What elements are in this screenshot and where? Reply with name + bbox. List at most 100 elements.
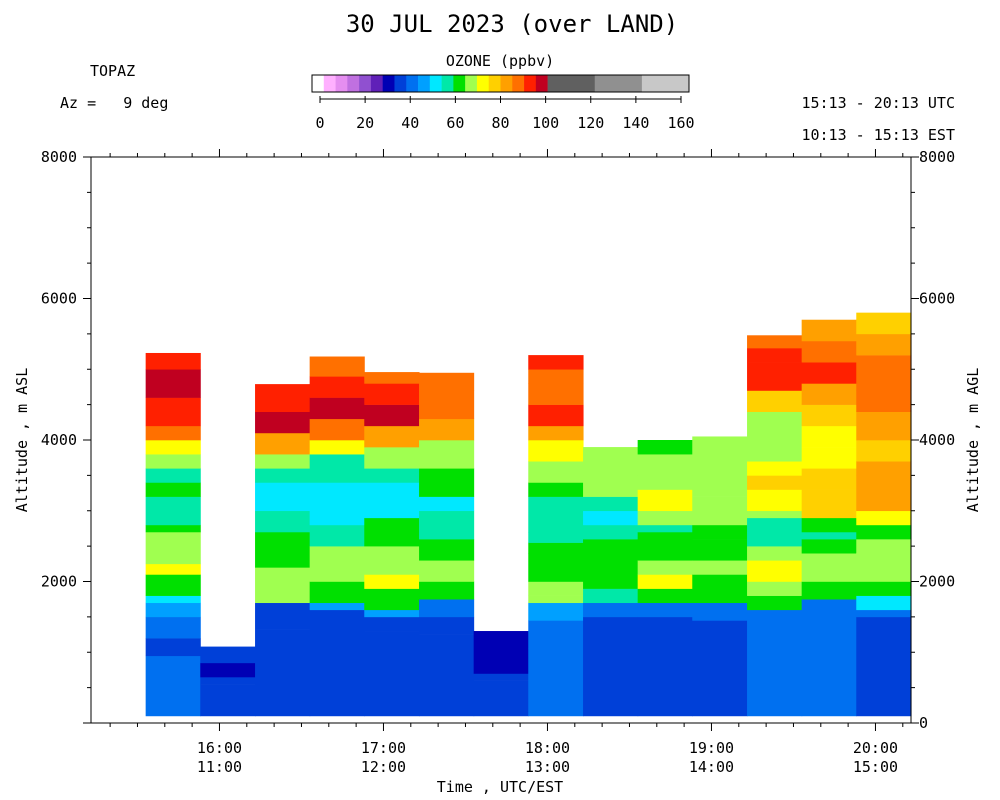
ozone-layer	[255, 510, 311, 533]
ozone-layer	[583, 475, 639, 497]
y-tick-label-left: 2000	[41, 573, 77, 591]
colorbar-bin-22	[641, 75, 690, 92]
ozone-layer	[419, 390, 475, 420]
ozone-layer	[473, 680, 529, 717]
ozone-layer	[747, 489, 803, 512]
ozone-layer	[364, 404, 420, 427]
colorbar-bin-2	[335, 75, 348, 92]
ozone-layer	[255, 577, 311, 604]
x-tick-label-est: 13:00	[525, 758, 570, 776]
ozone-layer	[692, 475, 748, 497]
profile-2	[255, 384, 311, 717]
ozone-layer	[419, 599, 475, 618]
ozone-layer	[528, 369, 584, 384]
ozone-layer	[145, 616, 201, 639]
ozone-layer	[309, 418, 365, 441]
profile-4	[364, 372, 420, 717]
colorbar-bin-7	[394, 75, 407, 92]
ozone-layer	[801, 599, 857, 618]
ozone-layer	[309, 524, 365, 547]
ozone-layer	[145, 369, 201, 398]
colorbar-tick-label: 80	[491, 114, 509, 132]
colorbar-bin-19	[535, 75, 548, 92]
ozone-layer	[801, 489, 857, 519]
colorbar-bin-5	[370, 75, 383, 92]
ozone-layer	[309, 356, 365, 377]
ozone-layer	[309, 609, 365, 628]
ozone-layer	[145, 425, 201, 441]
x-tick-label-utc: 19:00	[689, 739, 734, 757]
profile-10	[692, 436, 748, 717]
x-tick-label-utc: 18:00	[525, 739, 570, 757]
ozone-layer	[145, 352, 201, 370]
ozone-layer	[637, 440, 693, 455]
ozone-layer	[637, 461, 693, 490]
y-tick-label-right: 2000	[919, 573, 955, 591]
ozone-layer	[856, 524, 912, 540]
x-tick-label-est: 14:00	[689, 758, 734, 776]
x-tick-label-est: 11:00	[197, 758, 242, 776]
ozone-layer	[528, 602, 584, 621]
ozone-layer	[255, 567, 311, 579]
ozone-layer	[801, 425, 857, 448]
ozone-layer	[528, 581, 584, 596]
ozone-layer	[255, 482, 311, 512]
ozone-layer	[473, 673, 529, 681]
ozone-layer	[747, 432, 803, 462]
ozone-layer	[419, 634, 475, 717]
colorbar-bin-10	[429, 75, 442, 92]
profile-3	[309, 356, 365, 717]
ozone-layer	[145, 482, 201, 497]
ozone-layer	[200, 684, 256, 717]
ozone-layer	[528, 425, 584, 441]
ozone-layer	[145, 454, 201, 469]
ozone-layer	[801, 539, 857, 554]
y-tick-label-right: 0	[919, 714, 928, 732]
ozone-layer	[637, 531, 693, 561]
ozone-layer	[364, 609, 420, 618]
ozone-layer	[255, 602, 311, 630]
ozone-layer	[856, 355, 912, 391]
ozone-layer	[747, 595, 803, 611]
ozone-layer	[255, 468, 311, 483]
colorbar-bin-20	[547, 75, 596, 92]
ozone-layer	[528, 553, 584, 582]
ozone-layer	[419, 616, 475, 635]
colorbar-ticks: 0 20 40 60 80 100 120 140 160	[315, 96, 695, 132]
ozone-layer	[309, 546, 365, 582]
ozone-layer	[637, 489, 693, 512]
ozone-layer	[856, 333, 912, 356]
colorbar-tick-label: 20	[356, 114, 374, 132]
profile-9	[637, 440, 693, 717]
colorbar-label: OZONE (ppbv)	[446, 52, 554, 70]
ozone-layer	[528, 440, 584, 462]
profile-6	[473, 631, 529, 717]
ozone-layer	[801, 404, 857, 427]
ozone-layer	[364, 517, 420, 547]
ozone-layer	[801, 447, 857, 469]
ozone-layer	[692, 560, 748, 575]
ozone-layer	[528, 461, 584, 483]
ozone-layer	[856, 595, 912, 611]
ozone-layer	[309, 482, 365, 526]
ozone-layer	[747, 335, 803, 349]
profile-1	[200, 646, 256, 717]
est-range-label: 10:13 - 15:13 EST	[801, 126, 955, 144]
ozone-layer	[692, 620, 748, 717]
ozone-layer	[145, 397, 201, 427]
ozone-layer	[309, 581, 365, 604]
ozone-layer	[528, 542, 584, 554]
ozone-layer	[364, 482, 420, 519]
ozone-layer	[419, 440, 475, 469]
ozone-layer	[692, 436, 748, 476]
ozone-layer	[747, 362, 803, 391]
ozone-layer	[801, 468, 857, 490]
ozone-layer	[364, 616, 420, 632]
ozone-layer	[419, 539, 475, 561]
colorbar-bin-6	[382, 75, 395, 92]
ozone-layer	[856, 312, 912, 335]
profile-8	[583, 447, 639, 717]
ozone-layer	[801, 517, 857, 533]
ozone-layer	[637, 510, 693, 526]
